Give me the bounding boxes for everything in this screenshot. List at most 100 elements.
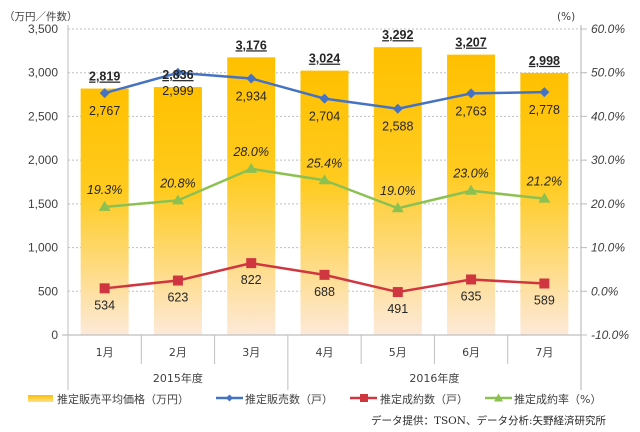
diamond-marker bbox=[392, 103, 403, 114]
square-marker bbox=[539, 278, 550, 289]
legend-item-sales: 推定販売数（戸） bbox=[216, 392, 333, 406]
point-value-label: 2,999 bbox=[162, 84, 193, 98]
bar bbox=[80, 88, 129, 336]
square-marker bbox=[172, 275, 183, 286]
bar-value-label: 3,176 bbox=[236, 38, 267, 52]
bar bbox=[520, 72, 569, 335]
left-tick-label: 3,000 bbox=[28, 66, 58, 80]
left-tick-label: 2,000 bbox=[28, 153, 58, 167]
right-tick-label: 20.0% bbox=[590, 197, 625, 211]
bar-value-label: 3,024 bbox=[309, 52, 340, 66]
category-label: 4月 bbox=[316, 346, 334, 359]
triangle-marker bbox=[245, 162, 258, 173]
point-value-label: 2,588 bbox=[382, 120, 413, 134]
bar bbox=[227, 57, 276, 336]
left-tick-label: 1,500 bbox=[28, 197, 58, 211]
bar-value-label: 3,207 bbox=[455, 36, 486, 50]
category-label: 7月 bbox=[535, 346, 553, 359]
point-value-label: 2,767 bbox=[89, 104, 120, 118]
right-axis-unit: (%) bbox=[557, 11, 575, 23]
triangle-marker bbox=[391, 202, 404, 213]
tick-labels: 0 500 1,000 1,500 2,000 2,500 3,000 3,500 -10.0%… bbox=[28, 22, 629, 342]
legend-diamond-icon bbox=[226, 394, 233, 402]
bar bbox=[300, 70, 349, 335]
point-value-label: 822 bbox=[241, 273, 262, 287]
legend-label-rate: 推定成約率（%） bbox=[514, 392, 601, 406]
point-value-label: 25.4% bbox=[306, 156, 342, 170]
square-marker bbox=[246, 258, 257, 269]
point-value-label: 2,778 bbox=[529, 103, 560, 117]
right-tick-label: 0.0% bbox=[591, 284, 619, 298]
point-value-label: 2,763 bbox=[455, 104, 486, 118]
legend-item-rate: 推定成約率（%） bbox=[485, 392, 601, 406]
triangle-marker bbox=[171, 194, 184, 205]
diamond-marker bbox=[172, 67, 183, 78]
point-value-label: 2,704 bbox=[309, 110, 340, 124]
legend-label-price: 推定販売平均価格（万円） bbox=[57, 392, 189, 406]
right-tick-label: 40.0% bbox=[591, 109, 625, 123]
axes bbox=[62, 25, 587, 390]
left-tick-label: 0 bbox=[51, 328, 58, 342]
triangle-marker bbox=[465, 184, 478, 195]
group-label: 2015年度 bbox=[153, 371, 203, 385]
category-axis: 1月 2月 3月 4月 5月 6月 7月 2015年度 2016年度 bbox=[96, 346, 554, 385]
point-value-label: 635 bbox=[461, 289, 482, 303]
legend-item-contracts: 推定成約数（戸） bbox=[350, 392, 468, 406]
point-value-label: 2,934 bbox=[236, 89, 267, 103]
category-label: 6月 bbox=[462, 346, 480, 359]
bar-value-label: 2,836 bbox=[162, 68, 193, 82]
point-value-label: 623 bbox=[167, 291, 188, 305]
point-value-label: 688 bbox=[314, 285, 335, 299]
triangle-marker bbox=[318, 174, 331, 185]
point-value-label: 28.0% bbox=[232, 145, 268, 159]
category-label: 1月 bbox=[96, 346, 114, 359]
triangle-marker bbox=[538, 192, 551, 203]
legend-item-price: 推定販売平均価格（万円） bbox=[28, 392, 189, 406]
square-marker bbox=[319, 269, 330, 280]
left-axis-unit: （万円／件数） bbox=[4, 10, 78, 23]
gridlines bbox=[68, 28, 587, 292]
bar-series bbox=[80, 47, 569, 336]
right-tick-label: 10.0% bbox=[591, 241, 625, 255]
point-value-label: 589 bbox=[534, 294, 555, 308]
point-value-label: 19.0% bbox=[380, 184, 415, 198]
diamond-marker bbox=[319, 93, 330, 104]
triangle-marker bbox=[98, 200, 111, 211]
legend: 推定販売平均価格（万円） 推定販売数（戸） 推定成約数（戸） 推定成約率（%） bbox=[28, 392, 601, 406]
legend-label-contracts: 推定成約数（戸） bbox=[380, 392, 468, 406]
diamond-marker bbox=[539, 87, 550, 98]
diamond-marker bbox=[246, 73, 257, 84]
right-tick-label: 60.0% bbox=[591, 22, 625, 36]
right-tick-label: -10.0% bbox=[591, 328, 629, 342]
left-tick-label: 2,500 bbox=[28, 109, 58, 123]
category-label: 2月 bbox=[169, 346, 187, 359]
legend-bar-swatch bbox=[28, 395, 53, 402]
square-marker bbox=[99, 283, 110, 294]
group-label: 2016年度 bbox=[409, 371, 459, 385]
category-label: 3月 bbox=[242, 346, 260, 359]
diamond-marker bbox=[99, 88, 110, 99]
legend-square-icon bbox=[360, 394, 368, 402]
data-labels: 2,819 2,836 3,176 3,024 3,292 3,207 2,998 2,767… bbox=[87, 28, 562, 316]
category-label: 5月 bbox=[389, 346, 407, 359]
point-value-label: 19.3% bbox=[87, 183, 122, 197]
legend-triangle-icon bbox=[494, 393, 503, 402]
source-note: データ提供：TSON、データ分析:矢野経済研究所 bbox=[371, 414, 607, 427]
line-series bbox=[98, 67, 551, 298]
left-tick-label: 500 bbox=[38, 284, 58, 298]
point-value-label: 21.2% bbox=[526, 175, 562, 189]
square-marker bbox=[466, 274, 477, 285]
right-tick-label: 30.0% bbox=[591, 153, 625, 167]
bar-value-label: 2,819 bbox=[89, 70, 120, 84]
point-value-label: 20.8% bbox=[159, 176, 195, 190]
right-tick-label: 50.0% bbox=[591, 66, 625, 80]
legend-label-sales: 推定販売数（戸） bbox=[245, 392, 333, 406]
square-marker bbox=[392, 287, 403, 298]
bar-value-label: 2,998 bbox=[529, 54, 560, 68]
diamond-marker bbox=[466, 88, 477, 99]
point-value-label: 23.0% bbox=[452, 167, 488, 181]
bar bbox=[153, 87, 202, 335]
bar-value-label: 3,292 bbox=[382, 28, 413, 42]
point-value-label: 491 bbox=[387, 302, 408, 316]
